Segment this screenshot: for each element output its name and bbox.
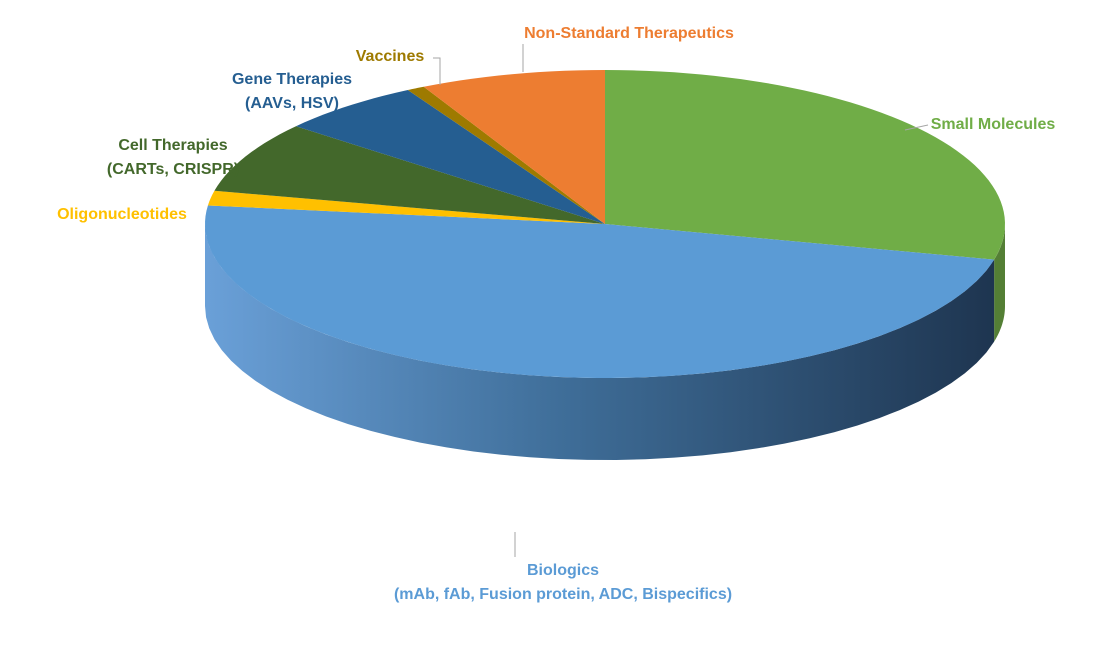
pie-side-0 — [994, 224, 1005, 342]
slice-label-0: Small Molecules — [931, 116, 1056, 133]
slice-label-3: Cell Therapies (CARTs, CRISPR) — [107, 137, 239, 178]
leader-line-5 — [433, 57, 441, 85]
slice-label-4: Gene Therapies (AAVs, HSV) — [232, 71, 352, 112]
pie-slice-6 — [423, 70, 605, 224]
leader-lines — [433, 44, 929, 557]
slice-label-6: Non-Standard Therapeutics — [524, 25, 734, 42]
pie-slice-4 — [295, 90, 605, 225]
pie-slice-1 — [205, 205, 995, 378]
slice-label-1: Biologics (mAb, fAb, Fusion protein, ADC,… — [394, 562, 732, 603]
leader-line-0 — [904, 124, 929, 131]
slice-labels: Small Molecules Biologics (mAb, fAb, Fusio… — [57, 25, 1055, 603]
pie-slices — [205, 70, 1005, 378]
pie-sides — [205, 224, 1005, 460]
slice-label-2: Oligonucleotides — [57, 206, 187, 223]
pie-slice-0 — [605, 70, 1005, 260]
pie-slice-3 — [214, 126, 606, 224]
pie-side-1 — [205, 224, 995, 460]
slice-label-5: Vaccines — [356, 48, 425, 65]
pie-slice-5 — [407, 86, 605, 224]
pie-slice-2 — [207, 190, 606, 224]
